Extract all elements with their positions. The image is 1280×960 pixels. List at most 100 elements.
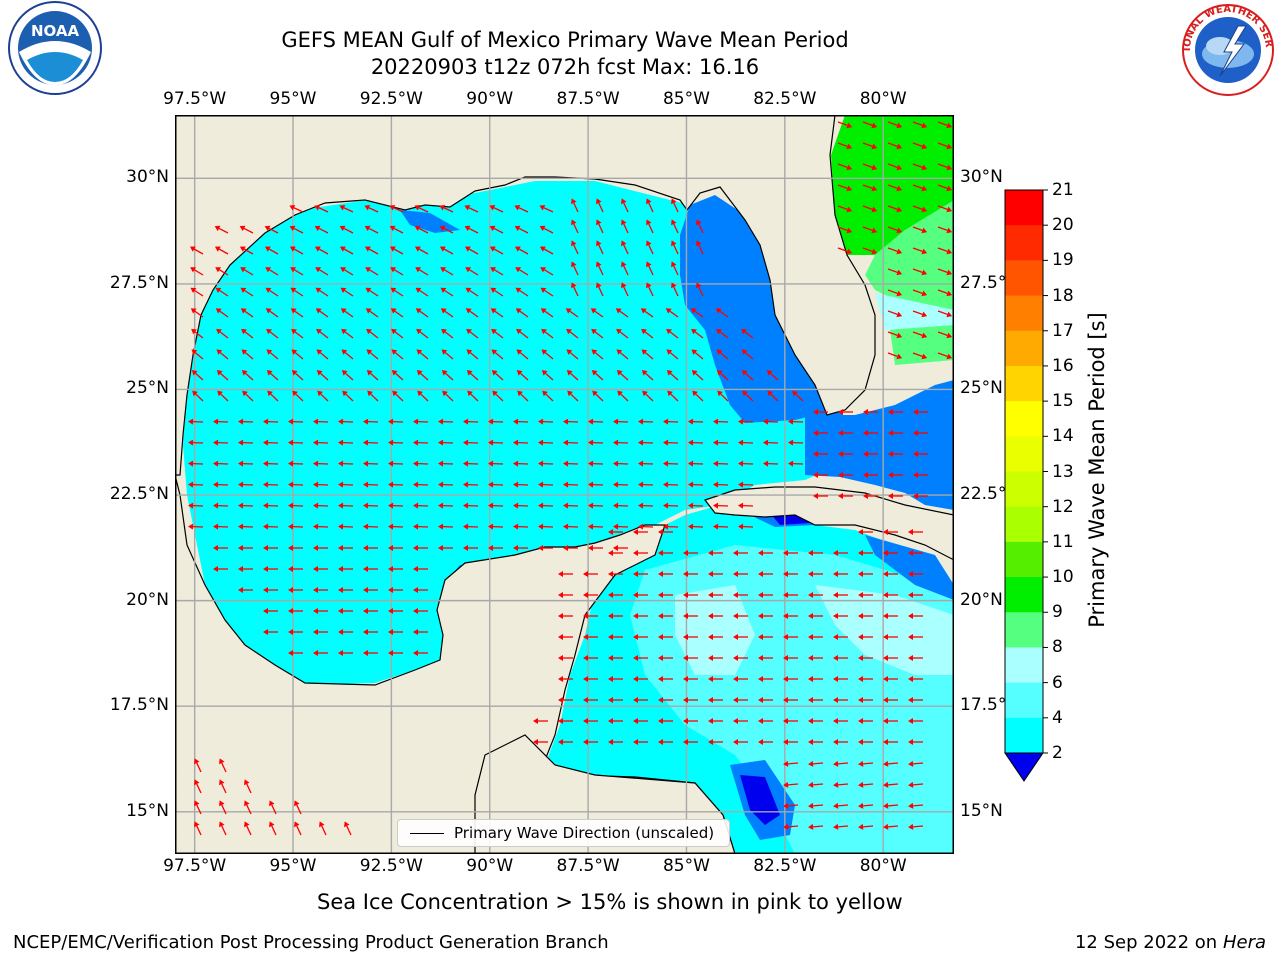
wave-direction-arrow (539, 225, 554, 234)
wave-direction-arrow (912, 289, 928, 297)
wave-direction-arrow (388, 629, 403, 635)
wave-direction-arrow (613, 502, 629, 509)
wave-direction-arrow (888, 430, 903, 436)
wave-direction-arrow (213, 523, 229, 530)
wave-direction-arrow (313, 418, 329, 425)
wave-direction-arrow (191, 349, 204, 360)
wave-direction-arrow (466, 370, 479, 381)
wave-direction-arrow (788, 439, 804, 446)
colorbar-tick-label: 14 (1052, 426, 1074, 447)
wave-direction-arrow (683, 676, 698, 682)
wave-direction-arrow (708, 655, 723, 661)
wave-direction-arrow (858, 781, 874, 788)
wave-direction-arrow (858, 529, 873, 535)
wave-direction-arrow (263, 460, 279, 467)
wave-direction-arrow (658, 655, 673, 661)
wave-direction-arrow (808, 676, 823, 682)
wave-direction-arrow (912, 163, 928, 171)
wave-direction-arrow (887, 247, 903, 255)
wave-direction-arrow (596, 219, 604, 234)
wave-direction-arrow (416, 370, 429, 381)
wave-direction-arrow (463, 418, 479, 425)
wave-direction-arrow (265, 267, 279, 276)
wave-direction-arrow (783, 634, 798, 640)
wave-direction-arrow (683, 655, 698, 661)
wave-direction-arrow (667, 390, 679, 402)
wave-direction-arrow (516, 370, 529, 381)
wave-direction-arrow (738, 523, 754, 530)
wave-direction-arrow (937, 142, 953, 150)
wave-direction-arrow (833, 739, 848, 745)
wave-direction-arrow (713, 460, 729, 467)
wave-direction-arrow (708, 676, 723, 682)
wave-direction-arrow (808, 571, 823, 577)
wave-direction-arrow (688, 523, 704, 530)
wave-direction-arrow (658, 529, 673, 535)
colorbar-band (1005, 436, 1043, 472)
wave-direction-arrow (838, 472, 853, 478)
wave-direction-arrow (633, 718, 648, 724)
wave-direction-arrow (588, 439, 604, 446)
wave-direction-arrow (733, 676, 748, 682)
wave-direction-arrow (413, 481, 429, 488)
wave-direction-arrow (363, 587, 378, 593)
wave-direction-arrow (388, 566, 403, 572)
wave-direction-arrow (539, 205, 554, 213)
wave-direction-arrow (539, 246, 554, 255)
wave-direction-arrow (238, 481, 254, 488)
wave-direction-arrow (590, 308, 604, 318)
wave-direction-arrow (641, 328, 654, 339)
wave-direction-arrow (683, 718, 698, 724)
wave-direction-arrow (608, 739, 623, 745)
wave-direction-arrow (913, 430, 928, 436)
wave-direction-arrow (515, 308, 529, 318)
wave-direction-arrow (808, 718, 823, 724)
wave-direction-arrow (591, 370, 604, 381)
wave-direction-arrow (665, 308, 679, 318)
wave-direction-arrow (466, 328, 479, 339)
wave-direction-arrow (688, 439, 704, 446)
lat-label-right: 27.5°N (960, 272, 1020, 293)
wave-direction-arrow (887, 331, 903, 339)
wave-direction-arrow (363, 418, 379, 425)
map-legend: Primary Wave Direction (unscaled) (397, 819, 730, 847)
wave-direction-arrow (341, 328, 354, 339)
wave-direction-arrow (363, 481, 379, 488)
wave-direction-arrow (887, 310, 903, 318)
noaa-logo: NOAA (8, 1, 102, 95)
lat-label-left: 30°N (126, 167, 169, 188)
wave-direction-arrow (338, 481, 354, 488)
wave-direction-arrow (558, 613, 573, 619)
wave-direction-arrow (758, 634, 773, 640)
wave-direction-arrow (588, 481, 604, 488)
wave-direction-arrow (908, 676, 923, 682)
wave-direction-arrow (392, 390, 404, 402)
lon-label-top: 80°W (859, 89, 907, 109)
wave-direction-arrow (389, 246, 404, 255)
wave-direction-arrow (558, 718, 573, 724)
wave-direction-arrow (908, 739, 923, 745)
wave-direction-arrow (189, 246, 204, 255)
wave-direction-arrow (263, 523, 279, 530)
wave-direction-arrow (263, 481, 279, 488)
wave-direction-arrow (596, 282, 604, 297)
wave-direction-arrow (563, 418, 579, 425)
lat-label-right: 30°N (960, 167, 1003, 188)
wave-direction-arrow (663, 418, 679, 425)
wave-direction-arrow (708, 634, 723, 640)
wave-direction-arrow (438, 439, 454, 446)
colorbar-band (1005, 506, 1043, 543)
colorbar-tick-label: 19 (1052, 250, 1074, 271)
wave-direction-arrow (733, 550, 748, 556)
wave-direction-arrow (633, 655, 648, 661)
wave-direction-arrow (439, 246, 454, 255)
wave-direction-arrow (908, 592, 923, 598)
lat-label-left: 27.5°N (109, 272, 169, 293)
wave-direction-arrow (464, 205, 479, 213)
lat-label-right: 22.5°N (960, 484, 1020, 505)
wave-direction-arrow (646, 261, 654, 276)
colorbar-band (1005, 577, 1043, 613)
wave-direction-arrow (341, 349, 354, 360)
colorbar-band (1005, 365, 1043, 402)
wave-direction-arrow (642, 390, 654, 402)
